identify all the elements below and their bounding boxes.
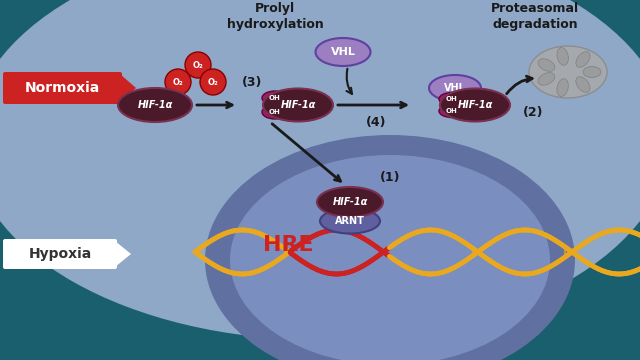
Ellipse shape [576,52,590,67]
Text: Proteasomal
degradation: Proteasomal degradation [491,2,579,31]
Polygon shape [115,241,131,267]
Ellipse shape [317,187,383,217]
Ellipse shape [440,89,510,122]
Text: HIF-1α: HIF-1α [138,100,173,110]
Ellipse shape [316,38,371,66]
Text: Hypoxia: Hypoxia [28,247,92,261]
Text: Prolyl
hydroxylation: Prolyl hydroxylation [227,2,323,31]
Ellipse shape [230,155,550,360]
Text: HIF-1α: HIF-1α [458,100,493,110]
Text: Normoxia: Normoxia [24,81,100,95]
Text: OH: OH [446,108,458,114]
FancyBboxPatch shape [3,239,117,269]
Ellipse shape [262,91,288,105]
Ellipse shape [576,77,590,93]
Text: HIF-1α: HIF-1α [332,197,368,207]
Ellipse shape [529,46,607,98]
Text: O₂: O₂ [173,77,184,86]
Ellipse shape [538,73,555,85]
Text: (4): (4) [365,116,387,129]
Text: VHL: VHL [331,47,355,57]
Text: VHL: VHL [444,83,466,93]
Polygon shape [120,74,136,102]
Text: (3): (3) [242,76,262,89]
Text: HIF-1α: HIF-1α [280,100,316,110]
Ellipse shape [263,89,333,122]
Ellipse shape [205,135,575,360]
Circle shape [185,52,211,78]
Text: ARNT: ARNT [335,216,365,226]
Ellipse shape [439,93,465,105]
Text: OH: OH [269,95,281,101]
Circle shape [200,69,226,95]
Text: HRE: HRE [262,235,314,255]
Text: O₂: O₂ [207,77,218,86]
Ellipse shape [320,208,380,234]
FancyBboxPatch shape [3,72,122,104]
Text: (2): (2) [523,105,543,118]
Ellipse shape [118,88,192,122]
Ellipse shape [557,48,568,65]
Text: (1): (1) [380,171,400,184]
Ellipse shape [557,79,568,96]
Ellipse shape [262,105,288,119]
Circle shape [165,69,191,95]
Ellipse shape [439,104,465,117]
Text: OH: OH [269,109,281,115]
Text: OH: OH [446,96,458,102]
Ellipse shape [583,67,601,77]
Ellipse shape [538,59,555,71]
Text: O₂: O₂ [193,60,204,69]
Ellipse shape [0,0,640,340]
Ellipse shape [429,75,481,101]
